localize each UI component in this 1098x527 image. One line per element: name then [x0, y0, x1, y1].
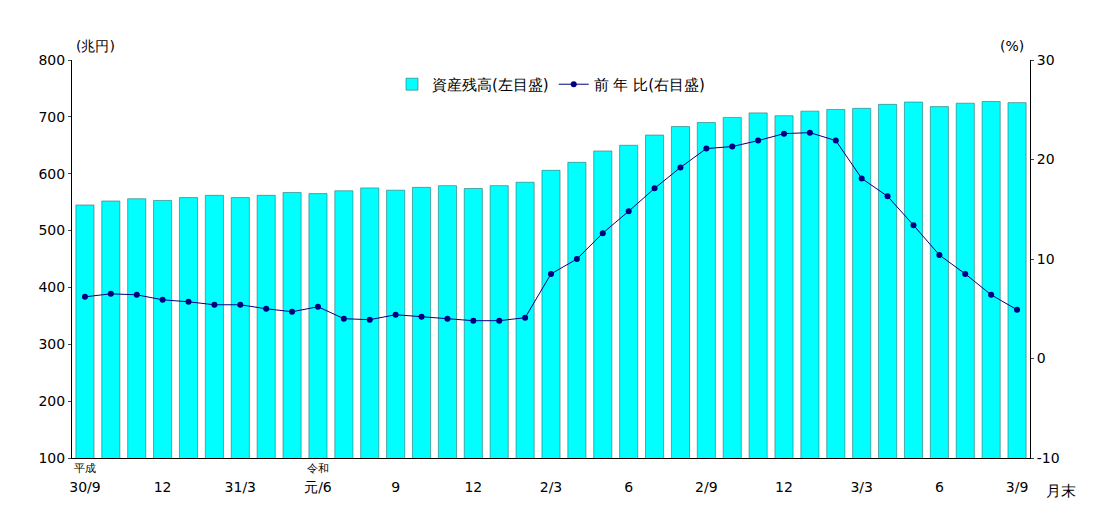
svg-text:200: 200 [38, 393, 65, 409]
svg-text:100: 100 [38, 450, 65, 466]
svg-text:月末: 月末 [1046, 482, 1076, 500]
svg-text:(兆円): (兆円) [76, 38, 115, 54]
svg-text:6: 6 [935, 479, 944, 495]
svg-text:-10: -10 [1037, 450, 1060, 466]
svg-text:12: 12 [154, 479, 172, 495]
svg-text:30/9: 30/9 [69, 479, 100, 495]
svg-text:3/3: 3/3 [850, 479, 873, 495]
svg-text:300: 300 [38, 336, 65, 352]
svg-text:700: 700 [38, 109, 65, 125]
svg-text:6: 6 [624, 479, 633, 495]
svg-text:平成: 平成 [74, 462, 96, 475]
svg-text:10: 10 [1037, 251, 1055, 267]
svg-text:前 年 比(右目盛): 前 年 比(右目盛) [594, 76, 705, 94]
svg-text:資産残高(左目盛): 資産残高(左目盛) [432, 76, 549, 94]
svg-text:20: 20 [1037, 151, 1055, 167]
svg-text:12: 12 [775, 479, 793, 495]
svg-text:2/3: 2/3 [540, 479, 563, 495]
svg-text:0: 0 [1037, 350, 1046, 366]
svg-text:600: 600 [38, 166, 65, 182]
svg-text:3/9: 3/9 [1006, 479, 1029, 495]
svg-text:2/9: 2/9 [695, 479, 718, 495]
svg-text:400: 400 [38, 279, 65, 295]
svg-text:(%): (%) [1000, 38, 1024, 54]
svg-text:元/6: 元/6 [304, 479, 332, 495]
svg-text:9: 9 [391, 479, 400, 495]
svg-text:800: 800 [38, 52, 65, 68]
svg-text:12: 12 [464, 479, 482, 495]
svg-text:31/3: 31/3 [225, 479, 256, 495]
svg-text:500: 500 [38, 222, 65, 238]
svg-text:30: 30 [1037, 52, 1055, 68]
svg-text:令和: 令和 [307, 462, 329, 475]
